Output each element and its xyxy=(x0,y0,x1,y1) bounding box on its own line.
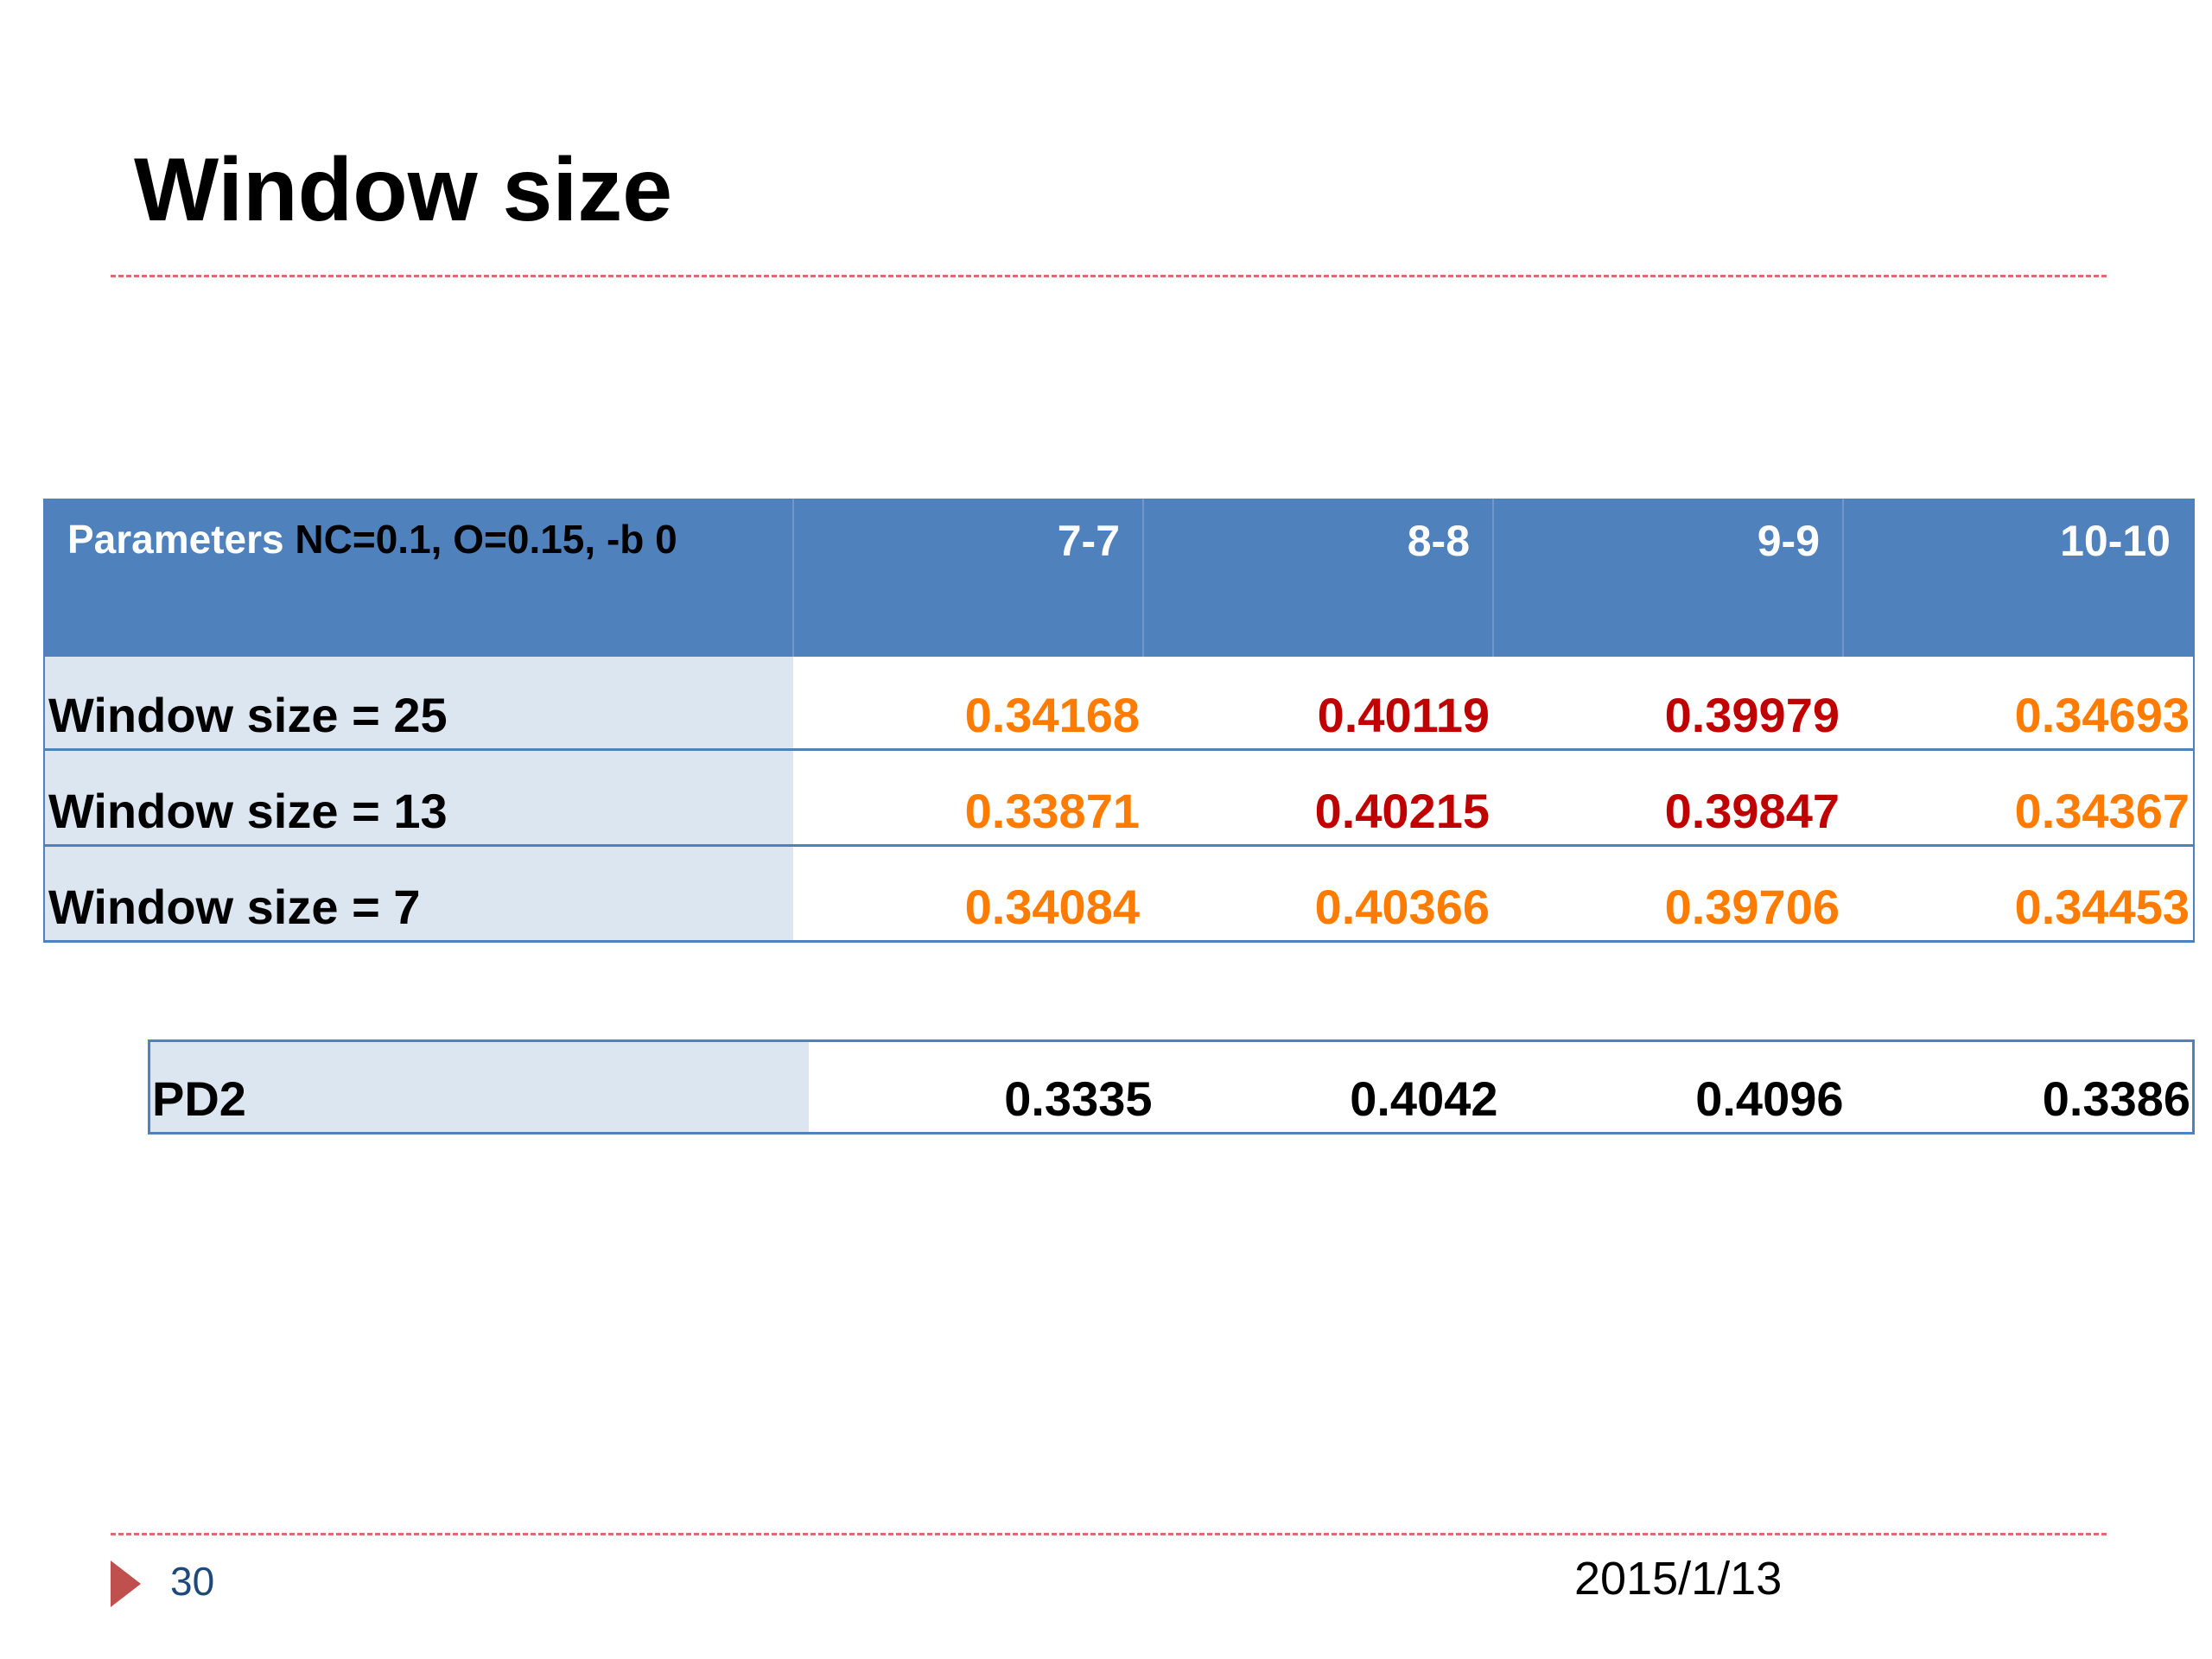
table-cell: 0.39847 xyxy=(1493,749,1843,847)
row-label: PD2 xyxy=(149,1040,809,1134)
row-label: Window size = 13 xyxy=(44,749,793,847)
column-header: 7-7 xyxy=(793,499,1144,657)
table-cell: 0.34168 xyxy=(793,657,1143,751)
table-cell: 0.33871 xyxy=(793,749,1143,847)
footer-divider xyxy=(111,1533,2107,1535)
table-cell: 0.39706 xyxy=(1493,845,1843,943)
table-header-row: Parameters NC=0.1, O=0.15, -b 0 7-7 8-8 … xyxy=(44,499,2194,657)
slide-date: 2015/1/13 xyxy=(1574,1553,1783,1605)
table-cell: 0.39979 xyxy=(1493,657,1843,751)
window-size-table: Parameters NC=0.1, O=0.15, -b 0 7-7 8-8 … xyxy=(43,499,2195,943)
title-divider xyxy=(111,275,2107,277)
column-header: 9-9 xyxy=(1493,499,1844,657)
table-row: Window size = 7 0.34084 0.40366 0.39706 … xyxy=(44,845,2194,943)
row-label: Window size = 25 xyxy=(44,657,793,751)
column-header: 8-8 xyxy=(1143,499,1494,657)
table-cell: 0.34453 xyxy=(1843,845,2194,943)
table-cell: 0.3335 xyxy=(1004,1071,1153,1126)
parameters-label: Parameters xyxy=(67,517,284,562)
slide-title: Window size xyxy=(134,140,673,240)
table-cell: 0.34367 xyxy=(1843,749,2194,847)
table-row: Window size = 13 0.33871 0.40215 0.39847… xyxy=(44,749,2194,847)
table-cell: 0.4042 xyxy=(1350,1071,1498,1126)
pd2-table: PD2 0.3335 0.4042 0.4096 0.3386 xyxy=(148,1039,2195,1135)
table-cell: 0.34084 xyxy=(793,845,1143,943)
table-row: Window size = 25 0.34168 0.40119 0.39979… xyxy=(44,657,2194,751)
column-header: 10-10 xyxy=(1843,499,2194,657)
table-row: PD2 0.3335 0.4042 0.4096 0.3386 xyxy=(149,1040,2194,1134)
table-cell: 0.40366 xyxy=(1143,845,1493,943)
table-cell: 0.34693 xyxy=(1843,657,2194,751)
table-cell: 0.40119 xyxy=(1143,657,1493,751)
parameters-values: NC=0.1, O=0.15, -b 0 xyxy=(283,517,677,562)
triangle-bullet-icon xyxy=(111,1560,141,1607)
table-cell: 0.40215 xyxy=(1143,749,1493,847)
table-cell: 0.4096 xyxy=(1695,1071,1844,1126)
table-cell: 0.3386 xyxy=(2042,1071,2190,1126)
parameters-header: Parameters NC=0.1, O=0.15, -b 0 xyxy=(44,499,794,657)
page-number: 30 xyxy=(170,1559,215,1604)
row-label: Window size = 7 xyxy=(44,845,793,943)
